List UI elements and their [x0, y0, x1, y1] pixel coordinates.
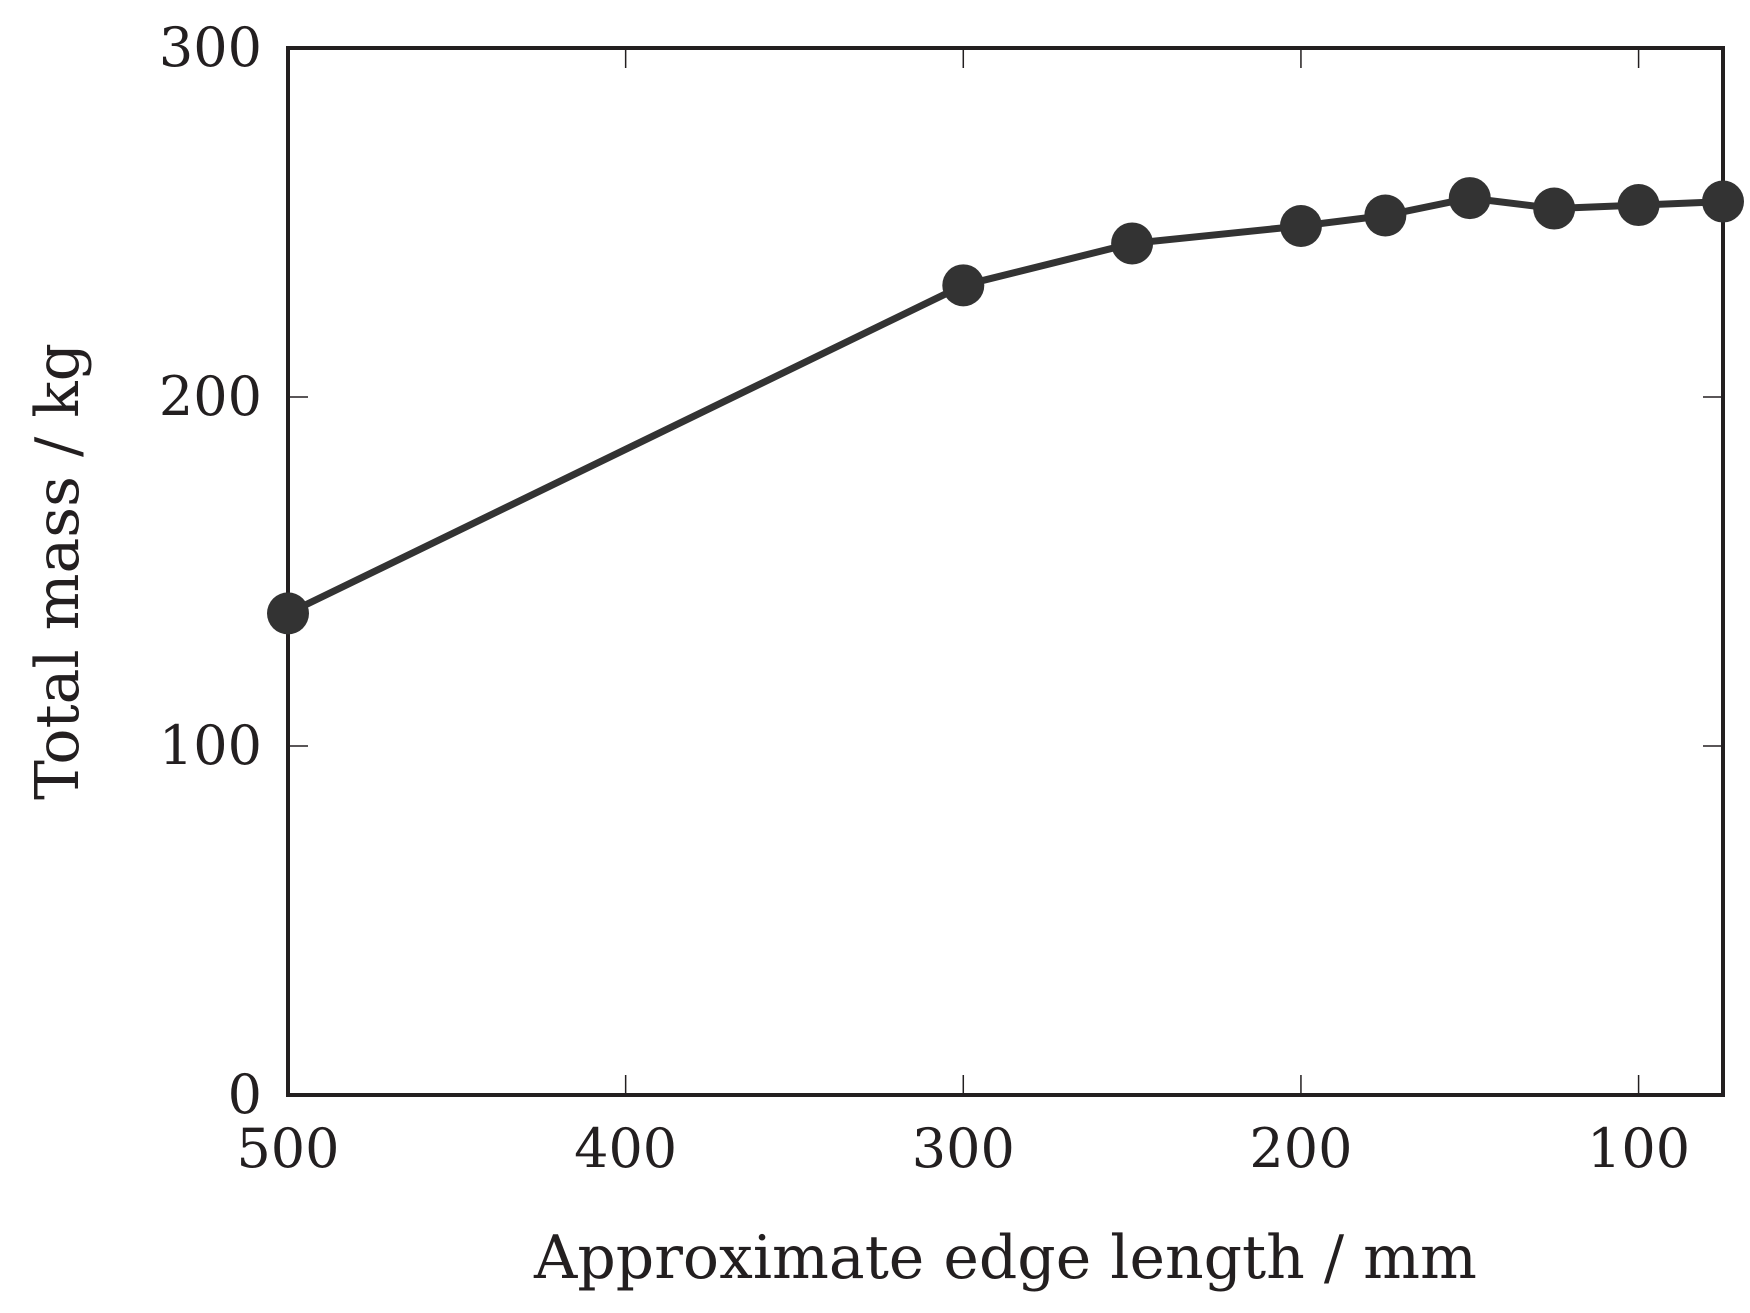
- y-axis-label: Total mass / kg: [23, 343, 93, 800]
- y-tick-label: 300: [159, 16, 262, 79]
- series-line: [286, 194, 1724, 617]
- y-tick-label: 200: [159, 365, 262, 428]
- data-point: [1617, 184, 1660, 227]
- x-tick-label: 100: [1587, 1117, 1690, 1180]
- data-point: [1111, 222, 1154, 265]
- x-axis-label: Approximate edge length / mm: [533, 1223, 1477, 1293]
- data-point: [267, 592, 309, 635]
- data-point: [1702, 180, 1744, 223]
- y-tick-label: 0: [228, 1063, 262, 1126]
- x-tick-label: 500: [236, 1117, 339, 1180]
- data-point: [942, 264, 985, 307]
- data-point: [1533, 187, 1576, 230]
- x-tick-label: 400: [574, 1117, 677, 1180]
- y-tick-label: 100: [159, 714, 262, 777]
- data-point: [1364, 194, 1407, 237]
- x-tick-label: 300: [912, 1117, 1015, 1180]
- series-group: [267, 177, 1744, 635]
- tick-labels: 500 400 300 200 100 0 100 200 300: [159, 16, 1690, 1180]
- plot-frame: [286, 46, 1725, 1097]
- data-point: [1448, 177, 1491, 220]
- data-point: [1279, 204, 1322, 247]
- x-tick-label: 200: [1249, 1117, 1352, 1180]
